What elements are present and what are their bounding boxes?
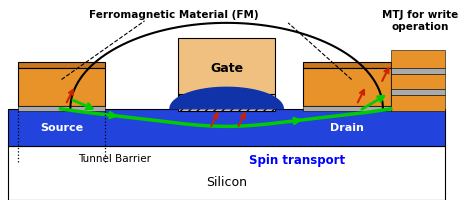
Bar	[302, 106, 390, 111]
Bar	[302, 63, 390, 68]
Text: MTJ for write
operation: MTJ for write operation	[381, 10, 457, 32]
Text: Ferromagnetic Material (FM): Ferromagnetic Material (FM)	[89, 10, 258, 20]
Text: Tunnel Barrier: Tunnel Barrier	[78, 153, 151, 163]
Bar	[18, 68, 105, 106]
Bar	[390, 51, 444, 68]
Text: Gate: Gate	[210, 62, 243, 75]
Bar	[18, 63, 105, 68]
Bar	[390, 90, 444, 96]
Text: Silicon: Silicon	[206, 175, 247, 188]
Bar	[302, 68, 390, 106]
Bar	[177, 39, 275, 95]
Text: Source: Source	[40, 123, 83, 133]
Bar	[390, 68, 444, 74]
Polygon shape	[169, 88, 282, 109]
Text: Spin transport: Spin transport	[249, 153, 344, 166]
Bar	[390, 74, 444, 90]
Bar	[8, 146, 444, 200]
Bar	[8, 109, 444, 146]
Bar	[177, 95, 275, 111]
Text: Drain: Drain	[329, 123, 363, 133]
Bar	[390, 96, 444, 111]
Bar	[18, 106, 105, 111]
